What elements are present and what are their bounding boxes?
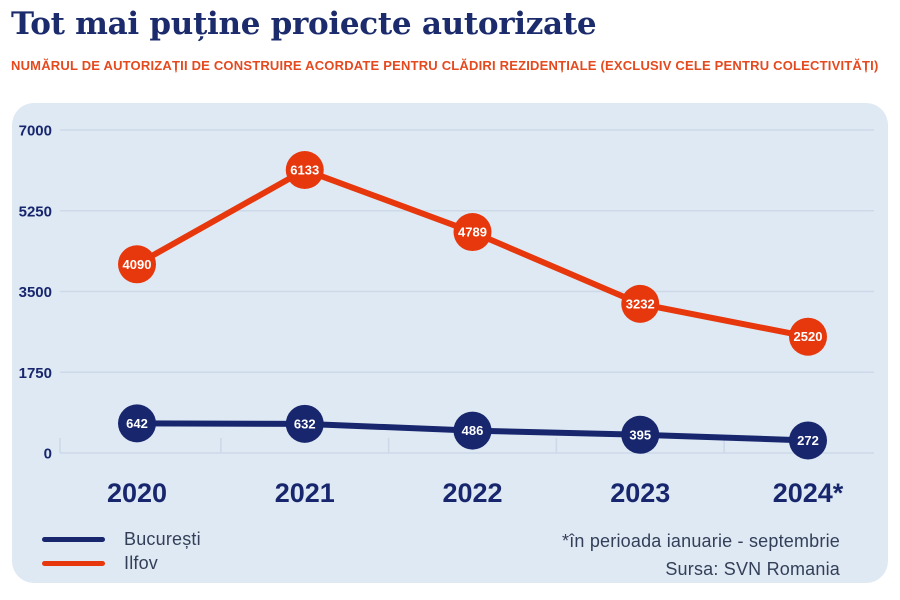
data-point-label: 632 [294, 416, 316, 431]
data-point-Ilfov-2022 [453, 213, 492, 252]
chart-panel: 0 1750 3500 5250 7000 642 632 486 395 272 4090 6133… [12, 103, 888, 583]
x-axis-label-2023: 2023 [610, 478, 670, 508]
data-point-label: 486 [462, 423, 484, 438]
data-point-Ilfov-2024* [789, 317, 827, 356]
source-text: Sursa: SVN Romania [665, 559, 840, 579]
y-axis-tick-label: 1750 [19, 365, 52, 382]
data-point-label: 272 [797, 433, 819, 448]
data-point-București-2020 [118, 404, 156, 443]
data-point-Ilfov-2023 [621, 284, 660, 323]
data-point-label: 642 [126, 416, 148, 431]
page-subtitle: NUMĂRUL DE AUTORIZAȚII DE CONSTRUIRE ACO… [11, 58, 879, 73]
y-axis-tick-label: 5250 [19, 203, 52, 220]
footnote-text: *în perioada ianuarie - septembrie [562, 531, 840, 551]
data-point-label: 2520 [794, 329, 823, 344]
y-axis-tick-label: 0 [44, 446, 52, 463]
series-line-Ilfov [134, 166, 811, 340]
x-axis-label-2022: 2022 [442, 478, 502, 508]
legend-item-ilfov: Ilfov [42, 551, 201, 575]
legend-label-ilfov: Ilfov [124, 552, 159, 573]
legend-label-bucuresti: București [124, 528, 201, 549]
data-point-label: 4090 [123, 257, 152, 272]
data-point-label: 395 [629, 427, 651, 442]
data-point-Ilfov-2020 [118, 245, 156, 284]
data-point-label: 4789 [458, 225, 487, 240]
line-chart: 0 1750 3500 5250 7000 642 632 486 395 272 4090 6133… [19, 123, 874, 508]
y-axis-tick-label: 7000 [19, 123, 52, 140]
data-point-label: 6133 [290, 163, 319, 178]
data-point-București-2023 [621, 415, 660, 454]
data-point-Ilfov-2021 [285, 151, 324, 190]
legend: București Ilfov [42, 527, 201, 575]
x-axis-label-2024*: 2024* [773, 478, 844, 508]
chart-notes: *în perioada ianuarie - septembrie Sursa… [562, 527, 840, 583]
data-point-București-2024* [789, 421, 827, 460]
x-axis-label-2021: 2021 [275, 478, 335, 508]
x-axis-label-2020: 2020 [107, 478, 167, 508]
data-point-București-2022 [453, 411, 492, 450]
data-point-label: 3232 [626, 296, 655, 311]
legend-item-bucuresti: București [42, 527, 201, 551]
bucuresti-line-swatch [42, 536, 105, 542]
ilfov-line-swatch [42, 560, 105, 566]
y-axis-tick-label: 3500 [19, 284, 52, 301]
data-point-București-2021 [285, 404, 324, 443]
page-title: Tot mai puține proiecte autorizate [11, 6, 597, 42]
